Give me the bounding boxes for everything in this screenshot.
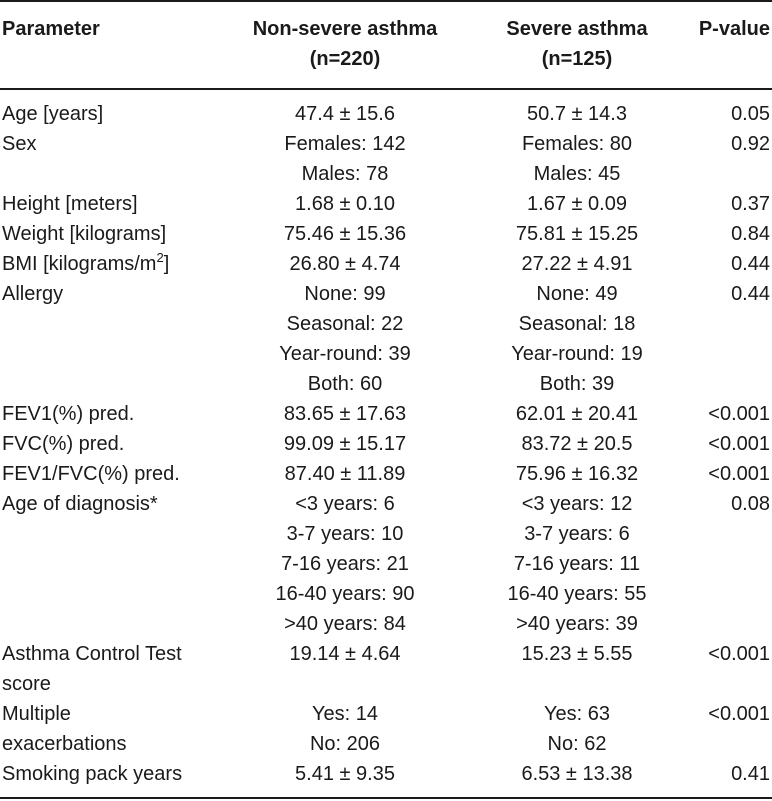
pvalue-cell: 0.92 xyxy=(731,133,770,155)
severe-cell: 6.53 ± 13.38 xyxy=(521,763,633,785)
pvalue-cell: 0.37 xyxy=(731,193,770,215)
pvalue-cell: 0.84 xyxy=(731,223,770,245)
pvalue-cell: <0.001 xyxy=(708,463,770,485)
nonsevere-cell: 87.40 ± 11.89 xyxy=(284,463,406,485)
nonsevere-cell: 3-7 years: 10 xyxy=(286,523,404,545)
header-bottom-rule xyxy=(0,88,772,90)
severe-cell: No: 62 xyxy=(547,733,607,755)
parameter-cell: Multiple xyxy=(2,703,71,725)
header-severe-line1: Severe asthma xyxy=(506,18,648,40)
header-nonsevere-line2: (n=220) xyxy=(309,48,381,70)
nonsevere-cell: 16-40 years: 90 xyxy=(275,583,415,605)
nonsevere-cell: 99.09 ± 15.17 xyxy=(283,433,407,455)
nonsevere-cell: Seasonal: 22 xyxy=(286,313,404,335)
severe-cell: 16-40 years: 55 xyxy=(507,583,647,605)
parameter-cell: Smoking pack years xyxy=(2,763,183,785)
parameter-cell: exacerbations xyxy=(2,733,127,755)
parameter-cell: Asthma Control Test xyxy=(2,643,182,665)
nonsevere-cell: 7-16 years: 21 xyxy=(281,553,409,575)
severe-cell: <3 years: 12 xyxy=(521,493,633,515)
severe-cell: 75.96 ± 16.32 xyxy=(515,463,639,485)
nonsevere-cell: >40 years: 84 xyxy=(284,613,406,635)
parameter-cell: Height [meters] xyxy=(2,193,138,215)
pvalue-cell: 0.41 xyxy=(731,763,770,785)
parameter-cell: FEV1(%) pred. xyxy=(2,403,135,425)
parameter-cell: Allergy xyxy=(2,283,64,305)
nonsevere-cell: <3 years: 6 xyxy=(295,493,395,515)
nonsevere-cell: Yes: 14 xyxy=(312,703,378,725)
header-parameter: Parameter xyxy=(2,18,100,40)
pvalue-cell: <0.001 xyxy=(708,703,770,725)
pvalue-cell: 0.05 xyxy=(731,103,770,125)
severe-cell: 3-7 years: 6 xyxy=(524,523,630,545)
severe-cell: 27.22 ± 4.91 xyxy=(521,253,633,275)
pvalue-cell: <0.001 xyxy=(708,403,770,425)
severe-cell: Females: 80 xyxy=(521,133,633,155)
nonsevere-cell: Both: 60 xyxy=(307,373,383,395)
header-pvalue: P-value xyxy=(698,18,770,40)
severe-cell: Seasonal: 18 xyxy=(518,313,636,335)
parameter-cell: Sex xyxy=(2,133,37,155)
header-nonsevere-line1: Non-severe asthma xyxy=(252,18,438,40)
table-bottom-rule xyxy=(0,797,772,799)
parameter-cell: Age of diagnosis* xyxy=(2,493,158,515)
parameter-cell: score xyxy=(2,673,51,695)
superscript: 2 xyxy=(156,250,164,265)
parameter-cell: FEV1/FVC(%) pred. xyxy=(2,463,180,485)
severe-cell: >40 years: 39 xyxy=(516,613,638,635)
header-severe-line2: (n=125) xyxy=(541,48,613,70)
nonsevere-cell: 19.14 ± 4.64 xyxy=(289,643,401,665)
severe-cell: 15.23 ± 5.55 xyxy=(521,643,633,665)
nonsevere-cell: 1.68 ± 0.10 xyxy=(295,193,395,215)
parameter-cell: FVC(%) pred. xyxy=(2,433,125,455)
nonsevere-cell: 83.65 ± 17.63 xyxy=(283,403,407,425)
severe-cell: 75.81 ± 15.25 xyxy=(515,223,639,245)
parameter-cell: Weight [kilograms] xyxy=(2,223,167,245)
severe-cell: Males: 45 xyxy=(533,163,621,185)
nonsevere-cell: Males: 78 xyxy=(301,163,389,185)
pvalue-cell: <0.001 xyxy=(708,433,770,455)
severe-cell: 7-16 years: 11 xyxy=(513,553,641,575)
severe-cell: 50.7 ± 14.3 xyxy=(527,103,627,125)
parameter-cell: BMI [kilograms/m2] xyxy=(2,250,170,275)
parameter-cell: Age [years] xyxy=(2,103,104,125)
nonsevere-cell: 47.4 ± 15.6 xyxy=(295,103,395,125)
severe-cell: 83.72 ± 20.5 xyxy=(521,433,633,455)
nonsevere-cell: 26.80 ± 4.74 xyxy=(289,253,401,275)
severe-cell: 1.67 ± 0.09 xyxy=(527,193,627,215)
severe-cell: Year-round: 19 xyxy=(511,343,643,365)
nonsevere-cell: 5.41 ± 9.35 xyxy=(295,763,395,785)
nonsevere-cell: No: 206 xyxy=(309,733,381,755)
pvalue-cell: 0.08 xyxy=(731,493,770,515)
severe-cell: Both: 39 xyxy=(539,373,615,395)
nonsevere-cell: Year-round: 39 xyxy=(279,343,411,365)
nonsevere-cell: None: 99 xyxy=(304,283,386,305)
severe-cell: Yes: 63 xyxy=(544,703,610,725)
nonsevere-cell: 75.46 ± 15.36 xyxy=(283,223,407,245)
pvalue-cell: 0.44 xyxy=(731,253,770,275)
table-top-rule xyxy=(0,0,772,2)
severe-cell: 62.01 ± 20.41 xyxy=(515,403,639,425)
severe-cell: None: 49 xyxy=(536,283,618,305)
pvalue-cell: 0.44 xyxy=(731,283,770,305)
nonsevere-cell: Females: 142 xyxy=(284,133,406,155)
pvalue-cell: <0.001 xyxy=(708,643,770,665)
